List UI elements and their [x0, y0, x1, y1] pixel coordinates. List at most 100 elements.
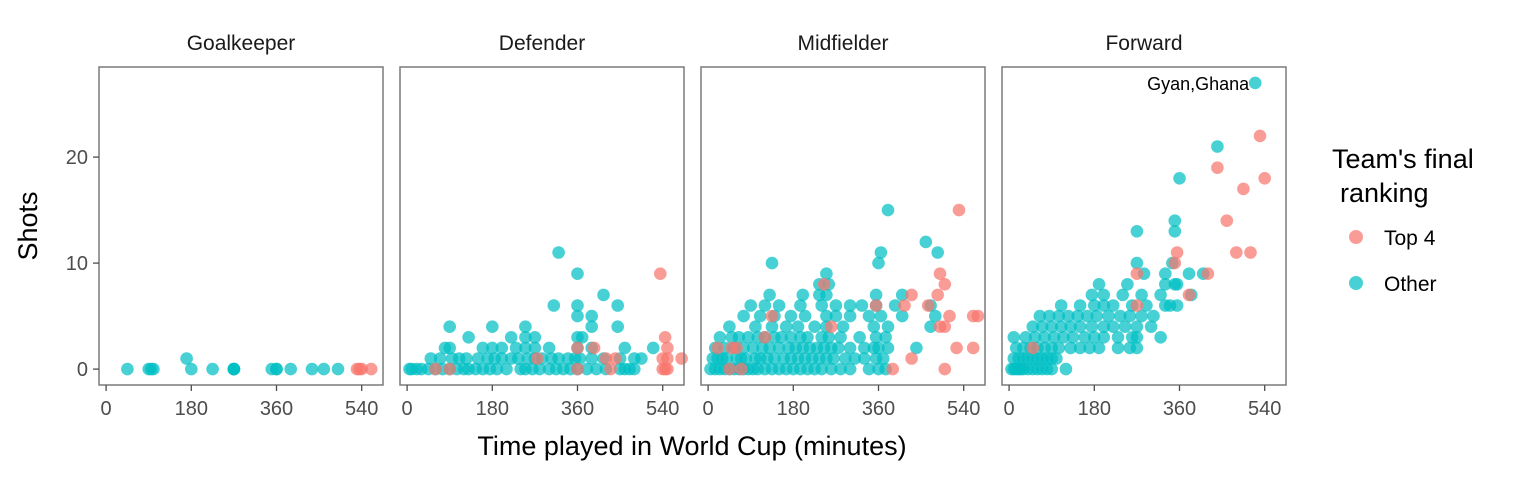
point-other: [121, 362, 134, 376]
point-top4: [661, 341, 674, 355]
point-top4: [824, 320, 838, 334]
x-tick-label: 0: [1004, 398, 1015, 420]
point-other: [720, 352, 734, 365]
point-top4: [443, 362, 457, 376]
point-top4: [675, 352, 688, 365]
point-other: [1130, 225, 1144, 238]
point-top4: [758, 331, 772, 344]
point-other: [476, 341, 490, 355]
point-top4: [1211, 161, 1224, 174]
point-other: [1033, 309, 1047, 323]
point-other: [1080, 309, 1094, 323]
point-other: [858, 341, 871, 355]
panel-2: Defender 0 180 360 540: [399, 32, 688, 420]
point-top4: [1230, 246, 1243, 259]
point-other: [575, 331, 589, 344]
point-other: [1092, 278, 1106, 291]
point-other: [827, 352, 840, 365]
panel-title: Defender: [499, 32, 585, 55]
point-other: [571, 267, 584, 281]
point-other: [713, 331, 727, 344]
point-other: [1045, 362, 1058, 376]
point-other: [872, 341, 885, 355]
point-other: [744, 299, 757, 312]
point-other: [495, 352, 509, 365]
point-other: [834, 331, 847, 344]
point-other: [147, 362, 160, 376]
point-top4: [921, 299, 935, 312]
point-top4: [661, 362, 674, 376]
point-other: [573, 352, 587, 365]
point-other: [784, 331, 798, 344]
point-top4: [869, 299, 883, 312]
point-other: [1038, 331, 1051, 344]
point-other: [1083, 341, 1096, 355]
point-other: [185, 362, 198, 376]
point-other: [528, 331, 542, 344]
point-top4: [730, 341, 743, 355]
point-top4: [952, 203, 966, 217]
point-other: [462, 331, 475, 344]
point-other: [910, 341, 923, 355]
point-top4: [723, 362, 736, 376]
point-other: [580, 362, 594, 376]
point-other: [876, 352, 890, 365]
x-tick-label: 540: [1248, 398, 1281, 420]
point-other: [519, 320, 532, 334]
point-other: [1118, 320, 1132, 334]
point-other: [723, 320, 736, 334]
point-other: [829, 309, 843, 323]
panel-title: Midfielder: [797, 32, 888, 55]
point-top4: [658, 331, 672, 344]
x-tick-label: 360: [862, 398, 895, 420]
x-tick-label: 540: [345, 398, 378, 420]
point-other: [929, 309, 942, 323]
point-other: [460, 352, 473, 365]
point-other: [822, 331, 836, 344]
point-top4: [1026, 341, 1040, 355]
panel-title: Forward: [1105, 32, 1182, 55]
point-top4: [429, 362, 442, 376]
point-annotation: Gyan,Ghana: [1147, 74, 1250, 94]
point-other: [798, 309, 812, 323]
point-top4: [1170, 246, 1184, 259]
points: [403, 246, 688, 376]
x-tick-label: 360: [1163, 398, 1196, 420]
point-other: [820, 309, 833, 323]
point-other: [895, 288, 909, 302]
point-other: [919, 235, 933, 249]
point-other: [848, 352, 862, 365]
y-tick-label: 20: [66, 147, 88, 169]
x-tick-label: 0: [101, 398, 112, 420]
point-other: [471, 352, 485, 365]
panel-1: Goalkeeper 0 180 360 540 0 10 20: [66, 32, 384, 420]
point-top4: [1130, 267, 1144, 281]
point-other: [924, 320, 937, 334]
point-top4: [950, 341, 963, 355]
point-other: [855, 299, 869, 312]
point-other: [1097, 299, 1111, 312]
point-other: [486, 320, 499, 334]
point-other: [824, 362, 838, 376]
x-tick-label: 180: [777, 398, 810, 420]
point-other: [1047, 331, 1061, 344]
point-other: [490, 362, 504, 376]
point-top4: [711, 341, 724, 355]
point-top4: [599, 352, 613, 365]
point-other: [1159, 267, 1172, 281]
point-other: [768, 352, 781, 365]
point-other: [791, 320, 805, 334]
point-other: [1130, 331, 1144, 344]
point-top4: [931, 288, 944, 302]
point-top4: [1253, 129, 1267, 143]
point-top4: [571, 341, 584, 355]
point-top4: [1201, 267, 1215, 281]
point-other: [1045, 320, 1058, 334]
point-top4: [938, 320, 952, 334]
point-other: [843, 299, 857, 312]
point-other: [552, 246, 565, 259]
point-other: [739, 352, 753, 365]
point-top4: [1168, 256, 1182, 270]
point-other: [611, 299, 624, 312]
